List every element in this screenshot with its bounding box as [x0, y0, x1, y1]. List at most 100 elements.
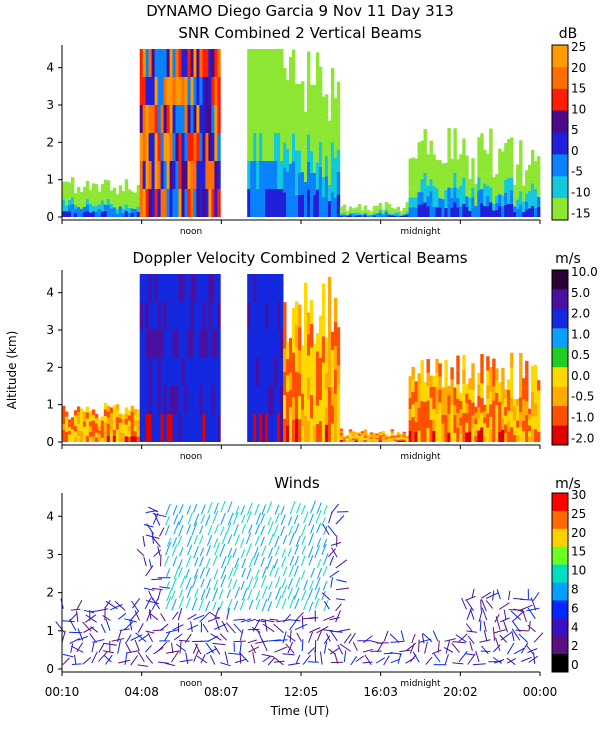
heatmap-cell [375, 437, 380, 440]
heatmap-cell [495, 174, 499, 182]
heatmap-cell [453, 143, 457, 158]
wind-barb [165, 629, 180, 634]
heatmap-cell [307, 355, 311, 378]
heatmap-cell [217, 105, 221, 133]
heatmap-cell [115, 435, 120, 442]
heatmap-cell [375, 439, 380, 441]
heatmap-cell [417, 154, 421, 168]
heatmap-cell [106, 192, 111, 199]
heatmap-cell [208, 414, 212, 442]
heatmap-cell [211, 77, 215, 105]
heatmap-cell [145, 133, 149, 161]
y-tick-label: 2 [46, 586, 54, 600]
heatmap-cell [295, 172, 299, 195]
wind-barb [389, 633, 400, 644]
heatmap-cell [369, 212, 374, 214]
heatmap-cell [205, 302, 209, 330]
heatmap-cell [384, 212, 389, 215]
heatmap-cell [85, 205, 90, 211]
heatmap-cell [504, 415, 508, 425]
heatmap-cell [71, 190, 75, 198]
heatmap-cell [324, 94, 329, 115]
wind-barb [280, 506, 285, 515]
heatmap-cell [76, 207, 81, 212]
colorbar-bin [552, 88, 568, 112]
heatmap-cell [121, 419, 126, 424]
heatmap-cell [366, 439, 371, 441]
heatmap-cell [321, 283, 326, 310]
wind-barb [316, 502, 322, 515]
wind-barb [248, 557, 254, 568]
heatmap-cell [384, 204, 389, 208]
heatmap-cell [208, 189, 212, 217]
heatmap-cell [289, 56, 293, 84]
wind-barb [295, 577, 301, 588]
wind-barb [506, 657, 516, 666]
heatmap-cell [357, 214, 362, 217]
heatmap-cell [307, 377, 311, 399]
heatmap-cell [193, 302, 197, 330]
colorbar-bin [552, 510, 568, 530]
heatmap-cell [465, 403, 469, 414]
heatmap-cell [339, 439, 344, 442]
wind-barb [492, 590, 495, 601]
heatmap-cell [426, 175, 430, 186]
heatmap-cell [462, 354, 466, 370]
heatmap-cell [507, 431, 511, 442]
heatmap-cell [62, 417, 66, 424]
wind-barb [130, 610, 140, 621]
heatmap-cell [103, 204, 108, 211]
heatmap-cell [109, 199, 114, 204]
heatmap-cell [62, 429, 66, 436]
wind-barb [145, 654, 153, 664]
heatmap-cell [498, 160, 502, 172]
heatmap-cell [537, 431, 541, 442]
heatmap-cell [71, 177, 75, 184]
heatmap-cell [483, 172, 487, 184]
heatmap-cell [151, 189, 155, 217]
heatmap-cell [157, 386, 161, 414]
heatmap-cell [103, 403, 108, 410]
heatmap-cell [459, 164, 463, 176]
heatmap-cell [336, 365, 341, 385]
heatmap-cell [432, 196, 436, 207]
heatmap-cell [375, 436, 380, 438]
heatmap-cell [214, 77, 218, 105]
heatmap-cell [289, 355, 293, 373]
heatmap-cell [417, 179, 421, 193]
wind-barb [91, 651, 98, 664]
heatmap-cell [259, 77, 263, 105]
heatmap-cell [184, 414, 188, 442]
figure-header: DYNAMO Diego Garcia 9 Nov 11 Day 313 [146, 2, 454, 20]
heatmap-cell [447, 413, 451, 424]
heatmap-cell [459, 154, 463, 165]
colorbar-tick-label: 5.0 [571, 286, 590, 300]
wind-barb [533, 632, 544, 643]
wind-barb [151, 578, 162, 581]
heatmap-cell [160, 386, 164, 414]
wind-barb [518, 633, 528, 643]
heatmap-cell [468, 399, 472, 411]
heatmap-cell [211, 358, 215, 386]
wind-barb [274, 576, 281, 589]
heatmap-cell [426, 372, 430, 387]
heatmap-cell [399, 435, 403, 437]
heatmap-cell [498, 148, 502, 160]
heatmap-cell [94, 423, 99, 428]
heatmap-cell [181, 414, 185, 442]
heatmap-cell [127, 189, 132, 194]
heatmap-cell [450, 404, 454, 418]
wind-barb [521, 656, 532, 662]
heatmap-cell [525, 193, 529, 202]
heatmap-cell [166, 330, 170, 358]
wind-barb [208, 611, 220, 620]
heatmap-cell [259, 105, 263, 133]
colorbar-tick-label: 10.0 [571, 265, 598, 279]
heatmap-cell [163, 161, 167, 189]
heatmap-cell [402, 212, 406, 214]
heatmap-cell [112, 405, 117, 412]
heatmap-cell [357, 210, 362, 213]
heatmap-cell [369, 214, 374, 216]
heatmap-cell [402, 214, 406, 216]
wind-barb [171, 544, 178, 557]
